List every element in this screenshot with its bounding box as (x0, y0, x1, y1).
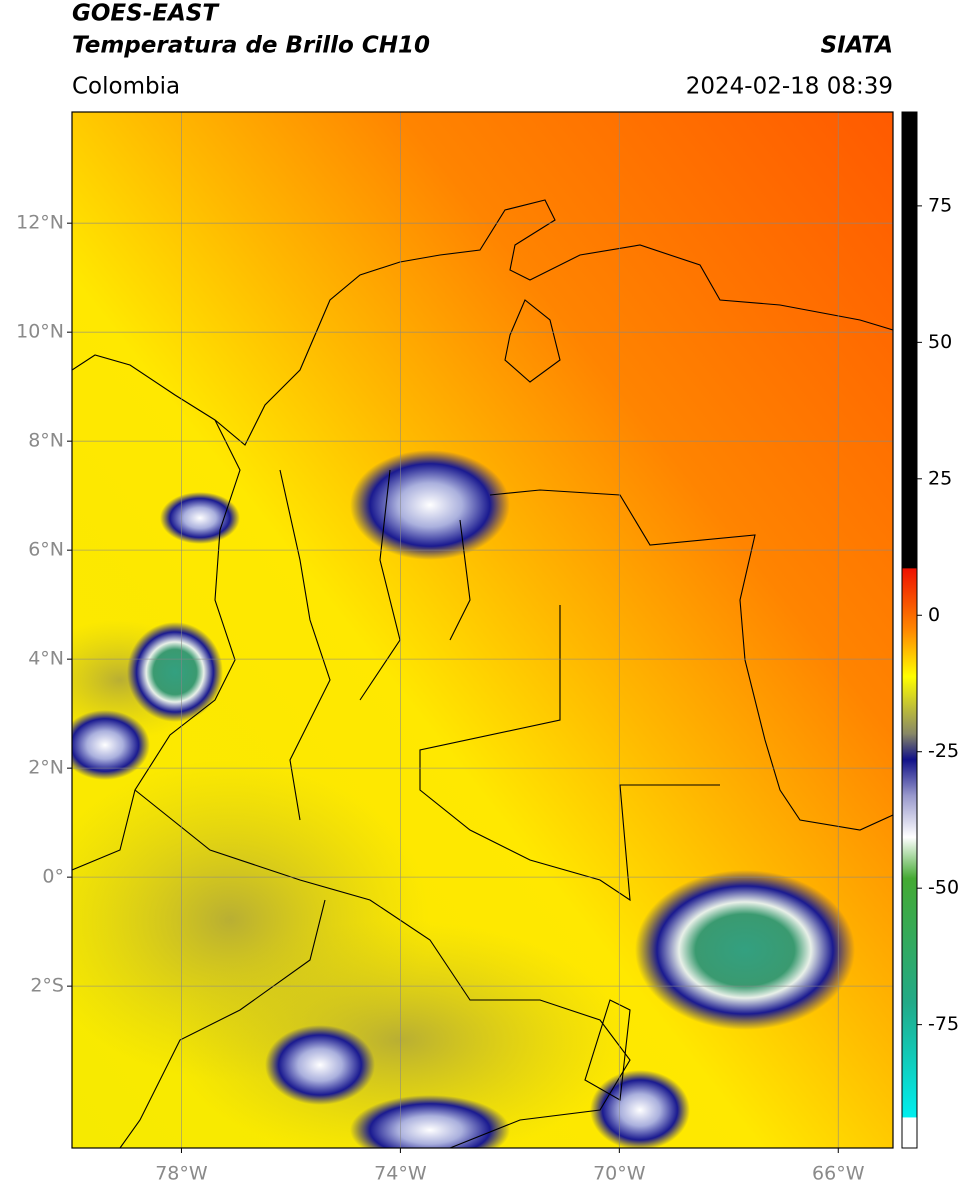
y-tick-label: 6°N (28, 539, 64, 561)
colorbar (901, 111, 918, 1149)
imagery (72, 112, 893, 1148)
y-tick-label: 2°S (30, 975, 64, 997)
x-tick-label: 74°W (374, 1163, 427, 1185)
colorbar-tick-label: 0 (928, 604, 940, 626)
title: GOES-EAST (72, 1, 220, 27)
y-tick-label: 12°N (16, 212, 64, 234)
colorbar-tick-label: 75 (928, 194, 952, 216)
y-tick-label: 10°N (16, 321, 64, 343)
colorbar-tick-label: 50 (928, 331, 952, 353)
y-tick-label: 4°N (28, 648, 64, 670)
source: SIATA (821, 33, 893, 59)
region: Colombia (72, 74, 180, 100)
colorbar-tick-label: 25 (928, 467, 952, 489)
map-frame (71, 111, 894, 1149)
graticule (72, 112, 893, 1148)
y-tick-label: 0° (42, 866, 64, 888)
x-tick-label: 78°W (155, 1163, 208, 1185)
x-tick-label: 66°W (812, 1163, 865, 1185)
colorbar-tick-label: -50 (928, 877, 959, 899)
y-tick-label: 8°N (28, 430, 64, 452)
colorbar-tick-label: -75 (928, 1013, 959, 1035)
y-tick-label: 2°N (28, 757, 64, 779)
x-tick-label: 70°W (593, 1163, 646, 1185)
subtitle: Temperatura de Brillo CH10 (72, 33, 430, 59)
datetime: 2024-02-18 08:39 (686, 74, 893, 100)
colorbar-tick-label: -25 (928, 740, 959, 762)
